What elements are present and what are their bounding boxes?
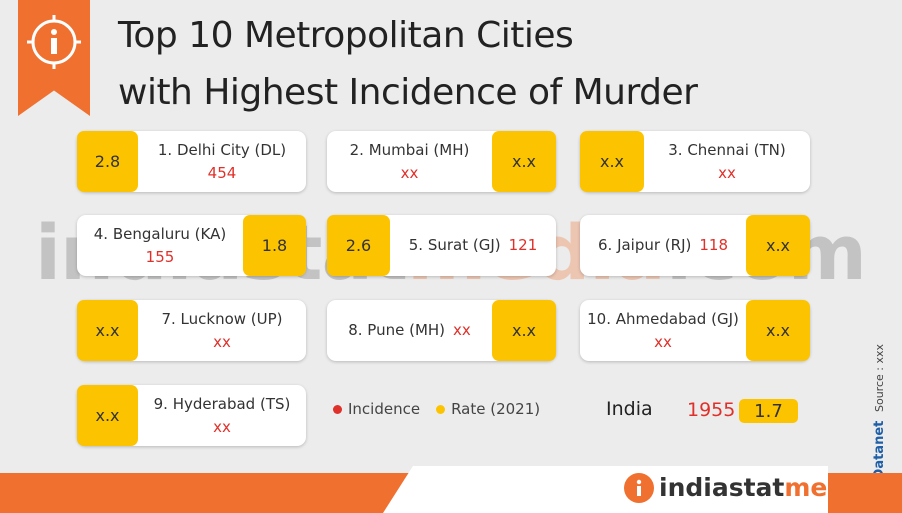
city-label-row: 8. Pune (MH) xx [348,319,471,342]
incidence-value: 118 [699,236,729,254]
legend-rate-label: Rate (2021) [451,400,541,418]
legend-dot-rate [436,404,446,414]
city-name: 4. Bengaluru (KA) [93,224,227,243]
city-label: 3. Chennai (TN) xx [644,131,810,192]
info-icon [27,15,81,69]
rate-badge: 2.6 [327,215,390,276]
incidence-value: xx [400,163,419,182]
rate-badge: x.x [77,385,138,446]
india-incidence: 1955 [687,399,736,421]
footer-info-icon [624,473,654,503]
incidence-value: xx [213,417,231,436]
footer-brand: indiastatmedia [659,472,871,504]
rate-badge: 1.8 [243,215,306,276]
source-note: Source : xxx [873,343,886,412]
page-title-line-1: Top 10 Metropolitan Cities [118,15,574,56]
city-name: 6. Jaipur (RJ) [597,236,692,254]
rate-badge: x.x [746,215,810,276]
india-label: India [606,398,653,420]
rate-badge: x.x [492,300,556,361]
city-name: 8. Pune (MH) [348,321,446,339]
city-label: 5. Surat (GJ) 121 [390,215,556,276]
city-label-row: 5. Surat (GJ) 121 [409,234,538,257]
footer-brand-part-1: indiastat [659,473,785,502]
rate-badge: x.x [492,131,556,192]
incidence-value: 121 [508,236,538,254]
legend-incidence-label: Incidence [348,400,421,418]
footer-logo [383,466,828,513]
incidence-value: xx [718,163,736,182]
rate-badge: x.x [77,300,138,361]
city-name: 5. Surat (GJ) [408,236,501,254]
city-name: 7. Lucknow (UP) [161,309,283,328]
incidence-value: 155 [145,247,175,266]
city-label: 2. Mumbai (MH) xx [327,131,492,192]
footer-brand-part-2: media [784,473,871,502]
info-badge [18,0,90,116]
incidence-value: 454 [207,163,237,182]
incidence-value: xx [654,332,672,351]
legend: Incidence Rate (2021) [333,400,540,418]
city-label: 9. Hyderabad (TS) xx [138,385,306,446]
city-label: 7. Lucknow (UP) xx [138,300,306,361]
india-rate-badge: 1.7 [739,399,798,423]
legend-dot-incidence [333,404,342,414]
city-name: 1. Delhi City (DL) [157,140,287,159]
incidence-value: xx [453,321,471,339]
city-label: 8. Pune (MH) xx [327,300,492,361]
city-name: 2. Mumbai (MH) [349,140,470,159]
rate-badge: 2.8 [77,131,138,192]
city-label: 10. Ahmedabad (GJ) xx [580,300,746,361]
rate-badge: x.x [580,131,644,192]
city-name: 9. Hyderabad (TS) [153,394,291,413]
city-name: 10. Ahmedabad (GJ) [587,309,739,328]
page-title-line-2: with Highest Incidence of Murder [118,72,698,113]
city-label: 6. Jaipur (RJ) 118 [580,215,746,276]
footer-info-glyph [636,479,642,496]
city-label-row: 6. Jaipur (RJ) 118 [598,234,728,257]
city-name: 3. Chennai (TN) [668,140,786,159]
incidence-value: xx [213,332,231,351]
rate-badge: x.x [746,300,810,361]
city-label: 4. Bengaluru (KA) 155 [77,215,243,276]
city-label: 1. Delhi City (DL) 454 [138,131,306,192]
